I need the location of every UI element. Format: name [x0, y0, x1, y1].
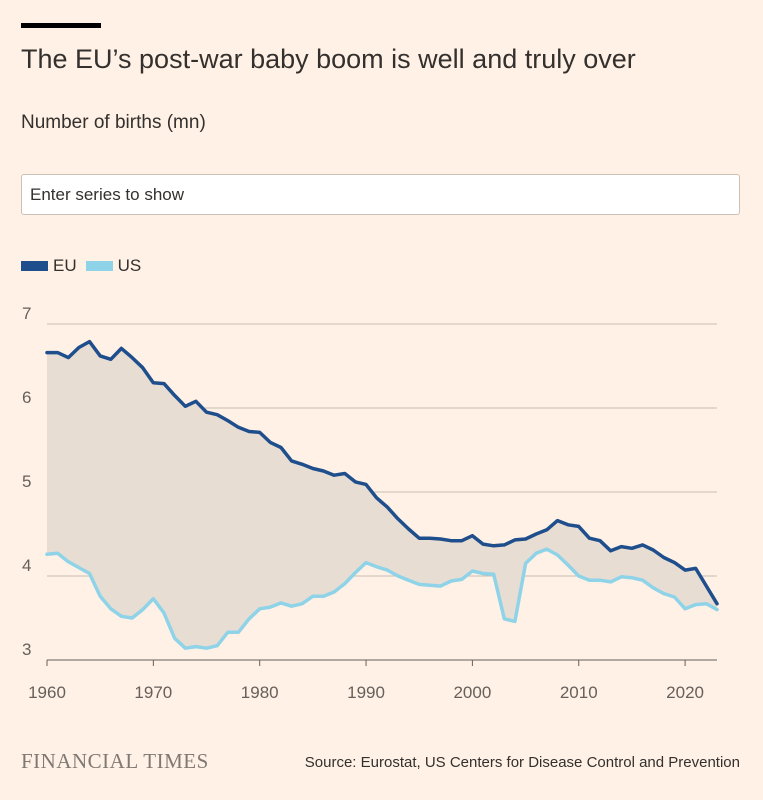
x-tick-label-2020: 2020 — [666, 683, 704, 702]
legend-swatch-us — [85, 261, 113, 271]
y-tick-label-6: 6 — [22, 388, 31, 407]
legend: EU US — [21, 256, 150, 276]
y-tick-label-5: 5 — [22, 472, 31, 491]
legend-swatch-eu — [21, 261, 48, 271]
series-line-eu — [45, 339, 719, 606]
y-tick-label-7: 7 — [22, 304, 31, 323]
x-tick-label-1970: 1970 — [134, 683, 172, 702]
ft-logo-text: FINANCIAL TIMES — [21, 749, 209, 773]
x-tick-label-2010: 2010 — [560, 683, 598, 702]
source-note: Source: Eurostat, US Centers for Disease… — [304, 754, 740, 771]
x-tick-label-1980: 1980 — [241, 683, 279, 702]
y-tick-label-4: 4 — [22, 556, 31, 575]
legend-label-us: US — [117, 256, 142, 275]
top-accent-bar — [21, 23, 101, 28]
y-tick-label-3: 3 — [22, 640, 31, 659]
chart-title: The EU’s post-war baby boom is well and … — [21, 44, 636, 74]
legend-item-us[interactable]: US — [85, 256, 142, 276]
legend-item-eu[interactable]: EU — [21, 256, 77, 276]
x-tick-label-1960: 1960 — [28, 683, 66, 702]
area-between-series — [47, 341, 717, 649]
line-chart: 3 4 5 6 7 1960 1970 1980 1990 2000 2010 2020 — [22, 304, 719, 702]
x-tick-label-2000: 2000 — [453, 683, 491, 702]
legend-label-eu: EU — [53, 256, 77, 275]
series-line-us — [45, 547, 719, 650]
series-search-input[interactable] — [21, 174, 740, 215]
x-tick-label-1990: 1990 — [347, 683, 385, 702]
chart-subtitle: Number of births (mn) — [21, 112, 206, 133]
